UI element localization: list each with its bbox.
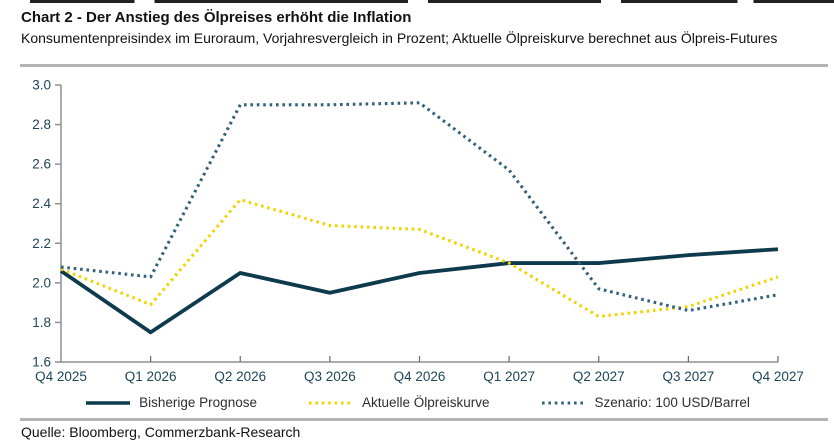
legend-entry-1: Aktuelle Ölpreiskurve <box>307 395 490 410</box>
y-axis-tick-label: 1.8 <box>32 315 51 330</box>
legend-entry-2: Szenario: 100 USD/Barrel <box>540 395 750 410</box>
y-axis-tick-label: 3.0 <box>32 78 51 93</box>
y-axis-tick-label: 2.2 <box>32 236 51 251</box>
legend-dotted-line-marker <box>541 401 586 404</box>
x-axis-tick-label: Q3 2027 <box>662 369 714 384</box>
legend-dotted-line-marker <box>308 401 353 404</box>
series-line-1 <box>60 198 779 319</box>
chart-subtitle: Konsumentenpreisindex im Euroraum, Vorja… <box>21 30 778 46</box>
y-axis-tick-label: 2.6 <box>32 157 51 172</box>
x-axis-tick-label: Q2 2026 <box>214 369 266 384</box>
clipped-text-artifact <box>30 0 834 3</box>
series-line-2 <box>60 101 779 313</box>
line-chart-canvas: 3.0 2.8 2.6 2.4 2.2 2.0 1.8 1.6Q4 2025 Q1 2026 Q2… <box>32 78 804 385</box>
chart-legend: Bisherige Prognose Aktuelle Ölpreiskurve S… <box>0 395 834 410</box>
legend-entry-0: Bisherige Prognose <box>84 395 257 410</box>
x-axis-tick-label: Q4 2025 <box>35 369 87 384</box>
legend-label: Aktuelle Ölpreiskurve <box>361 395 490 410</box>
legend-solid-line-marker <box>86 400 131 405</box>
x-axis-tick-label: Q4 2026 <box>394 369 446 384</box>
x-axis-tick-label: Q4 2027 <box>752 369 804 384</box>
x-axis-tick-label: Q3 2026 <box>304 369 356 384</box>
legend-label: Szenario: 100 USD/Barrel <box>594 395 750 410</box>
x-axis-tick-label: Q2 2027 <box>573 369 625 384</box>
series-line-0 <box>59 247 779 335</box>
header-divider <box>20 64 828 67</box>
y-axis-tick-label: 2.4 <box>32 196 51 211</box>
footer-divider <box>20 418 828 421</box>
y-axis-tick-label: 2.8 <box>32 117 51 132</box>
y-axis-tick-label: 1.6 <box>32 355 51 370</box>
legend-label: Bisherige Prognose <box>139 395 257 410</box>
x-axis-tick-label: Q1 2026 <box>125 369 177 384</box>
x-axis-tick-label: Q1 2027 <box>483 369 535 384</box>
chart-title: Chart 2 - Der Anstieg des Ölpreises erhö… <box>21 9 412 26</box>
y-axis-tick-label: 2.0 <box>32 275 51 290</box>
source-note: Quelle: Bloomberg, Commerzbank-Research <box>21 424 301 440</box>
